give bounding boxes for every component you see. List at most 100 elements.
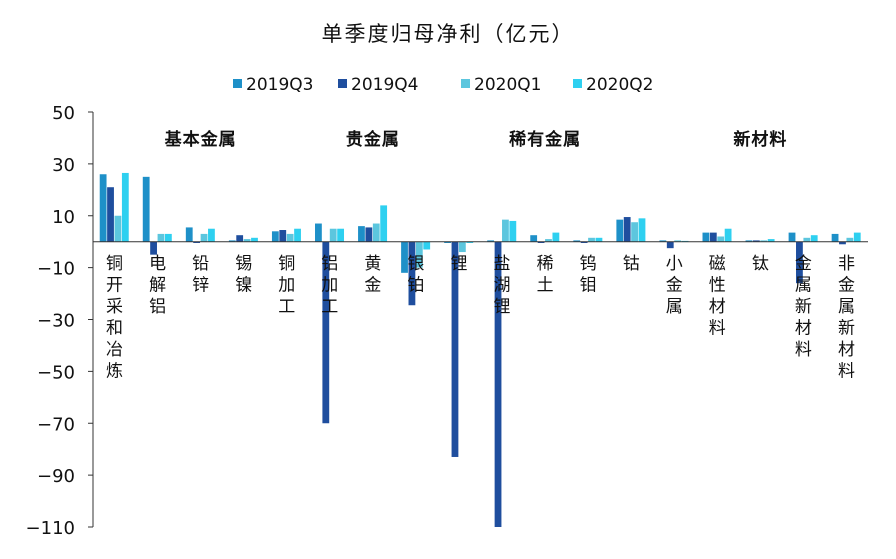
bars [99, 172, 861, 527]
group-label: 贵金属 [346, 129, 400, 150]
y-tick-label: −70 [37, 414, 75, 435]
bar [674, 240, 682, 242]
legend-label: 2020Q2 [586, 75, 653, 95]
bar [796, 241, 803, 284]
x-tick-label: 铝加工 [321, 254, 338, 317]
bar [294, 228, 301, 242]
bar [616, 219, 624, 242]
x-tick-label: 稀土 [537, 254, 554, 296]
legend-swatch [338, 79, 347, 88]
x-tick-label: 盐湖锂 [494, 254, 511, 317]
bar [444, 241, 451, 243]
x-tick-label: 银铂 [407, 254, 424, 296]
bar [552, 232, 560, 242]
y-tick-label: −30 [37, 311, 75, 332]
x-tick-label: 钴 [623, 254, 640, 274]
y-tick-label: −10 [37, 259, 75, 280]
legend-swatch [461, 79, 470, 88]
bar [831, 233, 839, 242]
bar [200, 233, 208, 242]
bar [659, 240, 667, 242]
bar [702, 232, 710, 242]
bar [466, 241, 474, 243]
bar [509, 220, 517, 242]
y-tick-label: 50 [52, 103, 75, 124]
bar [164, 233, 172, 242]
x-tick-label: 锂 [450, 254, 467, 274]
bar [251, 237, 258, 242]
bar [623, 217, 631, 242]
x-tick-label: 铅锌 [192, 254, 209, 296]
y-axis: 50 30 10 −10 −30 −50 −70 −90 −110 [26, 103, 94, 539]
y-tick-label: 30 [52, 155, 75, 176]
bar [322, 241, 330, 424]
bar [228, 240, 236, 242]
bar [279, 230, 287, 242]
x-tick-label: 金属新材料 [795, 254, 812, 360]
bar [724, 228, 732, 242]
legend-label: 2019Q3 [246, 75, 313, 95]
bar [157, 233, 165, 242]
bar [573, 240, 581, 242]
x-tick-label: 铜加工 [278, 254, 295, 317]
bar [401, 241, 408, 273]
x-tick-label: 钛 [752, 254, 769, 274]
bar [745, 240, 753, 242]
bar [185, 227, 193, 242]
bar [451, 241, 459, 457]
bar [150, 241, 157, 255]
bar [788, 232, 796, 242]
bar [638, 218, 646, 242]
bar [423, 241, 431, 250]
bar [502, 219, 509, 242]
bar [717, 236, 725, 242]
legend-label: 2019Q4 [351, 75, 418, 95]
bar [588, 237, 595, 242]
x-tick-label: 锡镍 [235, 254, 252, 296]
bar [545, 239, 552, 242]
bar [760, 240, 768, 242]
legend: 2019Q3 2019Q4 2020Q1 2020Q2 [233, 75, 653, 95]
group-label: 新材料 [733, 129, 787, 150]
bar [243, 239, 251, 242]
x-tick-label: 小金属 [666, 254, 683, 317]
bar [372, 223, 380, 242]
bar [380, 205, 388, 242]
bar [236, 235, 244, 242]
bar [580, 241, 588, 243]
bar [315, 223, 322, 242]
bar [415, 241, 423, 268]
bar [803, 237, 811, 242]
bar [752, 240, 760, 242]
bar [99, 174, 107, 242]
y-tick-label: −110 [26, 518, 75, 539]
bar [494, 241, 502, 527]
bar [408, 241, 416, 306]
bar [193, 241, 201, 243]
bar [107, 187, 114, 242]
bar [595, 237, 603, 242]
chart-title: 单季度归母净利（亿元） [322, 22, 575, 46]
bar [487, 240, 495, 242]
bar [271, 231, 279, 242]
x-tick-label: 黄金 [364, 254, 381, 296]
bar [709, 232, 717, 242]
y-tick-label: −90 [37, 466, 75, 487]
bar [810, 235, 818, 242]
group-labels: 基本金属 贵金属 稀有金属 新材料 [164, 129, 787, 150]
bar [537, 241, 545, 243]
group-label: 基本金属 [164, 129, 237, 150]
y-tick-label: 10 [52, 207, 75, 228]
bar [839, 241, 846, 245]
x-tick-label: 铜开采和冶炼 [106, 254, 123, 382]
x-tick-label: 电解铝 [149, 254, 166, 317]
bar [846, 237, 854, 242]
x-tick-label: 磁性材料 [709, 254, 726, 339]
bar [530, 235, 538, 242]
bar [853, 232, 861, 242]
bar [208, 228, 215, 242]
group-label: 稀有金属 [509, 129, 581, 150]
bar [114, 215, 122, 242]
